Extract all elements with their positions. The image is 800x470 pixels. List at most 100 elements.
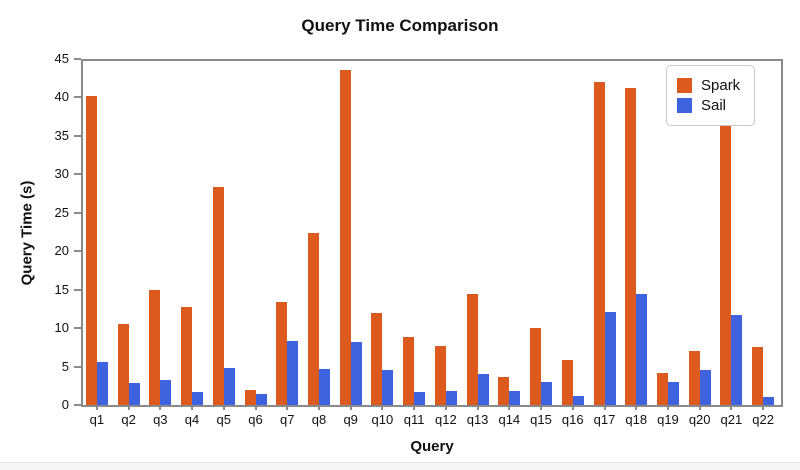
bar-spark-q3 [149,290,160,405]
x-tick-mark [666,405,669,410]
y-tick-mark [74,327,81,330]
bar-sail-q20 [700,370,711,405]
x-tick-label: q14 [498,412,521,427]
x-tick-label: q9 [343,412,358,427]
bar-sail-q15 [541,382,552,405]
y-tick-label: 40 [54,89,69,105]
y-tick-label: 5 [61,358,69,374]
x-axis-label: Query [410,438,454,455]
bar-spark-q16 [562,360,573,405]
bar-sail-q19 [668,382,679,405]
x-tick-mark [349,405,352,410]
y-tick-mark [74,173,81,176]
y-tick-mark [74,134,81,137]
bar-spark-q1 [86,96,97,405]
x-tick-label: q7 [279,412,295,427]
x-tick-mark [381,405,384,410]
x-tick-mark [476,405,479,410]
x-tick-mark [413,405,416,410]
spark-swatch-icon [677,78,692,93]
legend-label-sail: Sail [701,97,727,114]
x-tick-mark [571,405,574,410]
x-tick-mark [286,405,289,410]
y-tick-mark [74,250,81,253]
x-tick-mark [762,405,765,410]
bottom-edge-strip [0,462,800,470]
bar-spark-q2 [118,324,129,405]
y-tick-mark [74,404,81,406]
bar-spark-q18 [625,88,636,405]
x-tick-mark [730,405,733,410]
x-tick-mark [698,405,701,410]
bar-sail-q10 [382,370,393,405]
bar-sail-q5 [224,368,235,405]
x-tick-label: q8 [311,412,327,427]
legend: Spark Sail [666,65,756,126]
x-tick-mark [254,405,257,410]
bar-spark-q13 [467,294,478,405]
bar-spark-q10 [371,313,382,405]
bar-spark-q21 [720,119,731,405]
bar-spark-q19 [657,373,668,405]
x-tick-label: q6 [248,412,263,427]
y-tick-label: 15 [54,281,69,297]
legend-item-sail: Sail [677,97,740,114]
x-tick-label: q3 [153,412,168,427]
x-tick-label: q10 [371,412,394,427]
bar-spark-q14 [498,377,509,405]
x-tick-label: q18 [625,412,648,427]
bar-sail-q18 [636,294,647,405]
x-tick-label: q13 [466,412,489,427]
bar-sail-q6 [256,394,267,405]
y-tick-label: 25 [54,204,69,220]
bar-sail-q8 [319,369,330,405]
x-tick-label: q12 [435,412,457,427]
x-tick-label: q21 [720,412,743,427]
bar-sail-q16 [573,396,584,405]
bar-sail-q22 [763,397,774,405]
x-tick-label: q15 [530,412,552,427]
bar-spark-q17 [594,82,605,405]
x-tick-mark [603,405,606,410]
bar-sail-q14 [509,391,520,405]
x-tick-label: q17 [593,412,616,427]
y-tick-mark [74,211,81,214]
y-tick-label: 30 [54,166,69,182]
bar-sail-q12 [446,391,457,405]
x-tick-mark [159,405,162,410]
chart-title: Query Time Comparison [301,16,499,35]
bar-sail-q3 [160,380,171,405]
bar-spark-q15 [530,328,541,405]
bar-sail-q4 [192,392,203,405]
y-tick-mark [74,288,81,291]
x-tick-label: q16 [561,412,584,427]
bar-spark-q20 [689,351,700,405]
x-tick-mark [127,405,130,410]
y-tick-mark [74,96,81,99]
x-tick-label: q2 [121,412,136,427]
bar-spark-q9 [340,70,351,405]
x-tick-label: q5 [216,412,231,427]
bar-spark-q4 [181,307,192,405]
bar-sail-q21 [731,315,742,405]
y-tick-label: 20 [54,243,69,259]
sail-swatch-icon [677,98,692,113]
bar-spark-q11 [403,337,414,405]
bar-sail-q2 [129,383,140,405]
x-tick-label: q11 [403,412,425,427]
x-tick-mark [540,405,543,410]
x-tick-mark [508,405,511,410]
y-tick-mark [74,58,81,60]
x-tick-label: q22 [752,412,774,427]
x-tick-mark [317,405,320,410]
x-tick-mark [635,405,638,410]
x-tick-label: q4 [184,412,200,427]
y-tick-label: 45 [54,51,69,66]
bar-spark-q8 [308,233,319,405]
bar-sail-q1 [97,362,108,405]
bar-sail-q13 [478,374,489,405]
x-tick-mark [95,405,98,410]
bar-spark-q12 [435,346,446,405]
bar-sail-q9 [351,342,362,405]
